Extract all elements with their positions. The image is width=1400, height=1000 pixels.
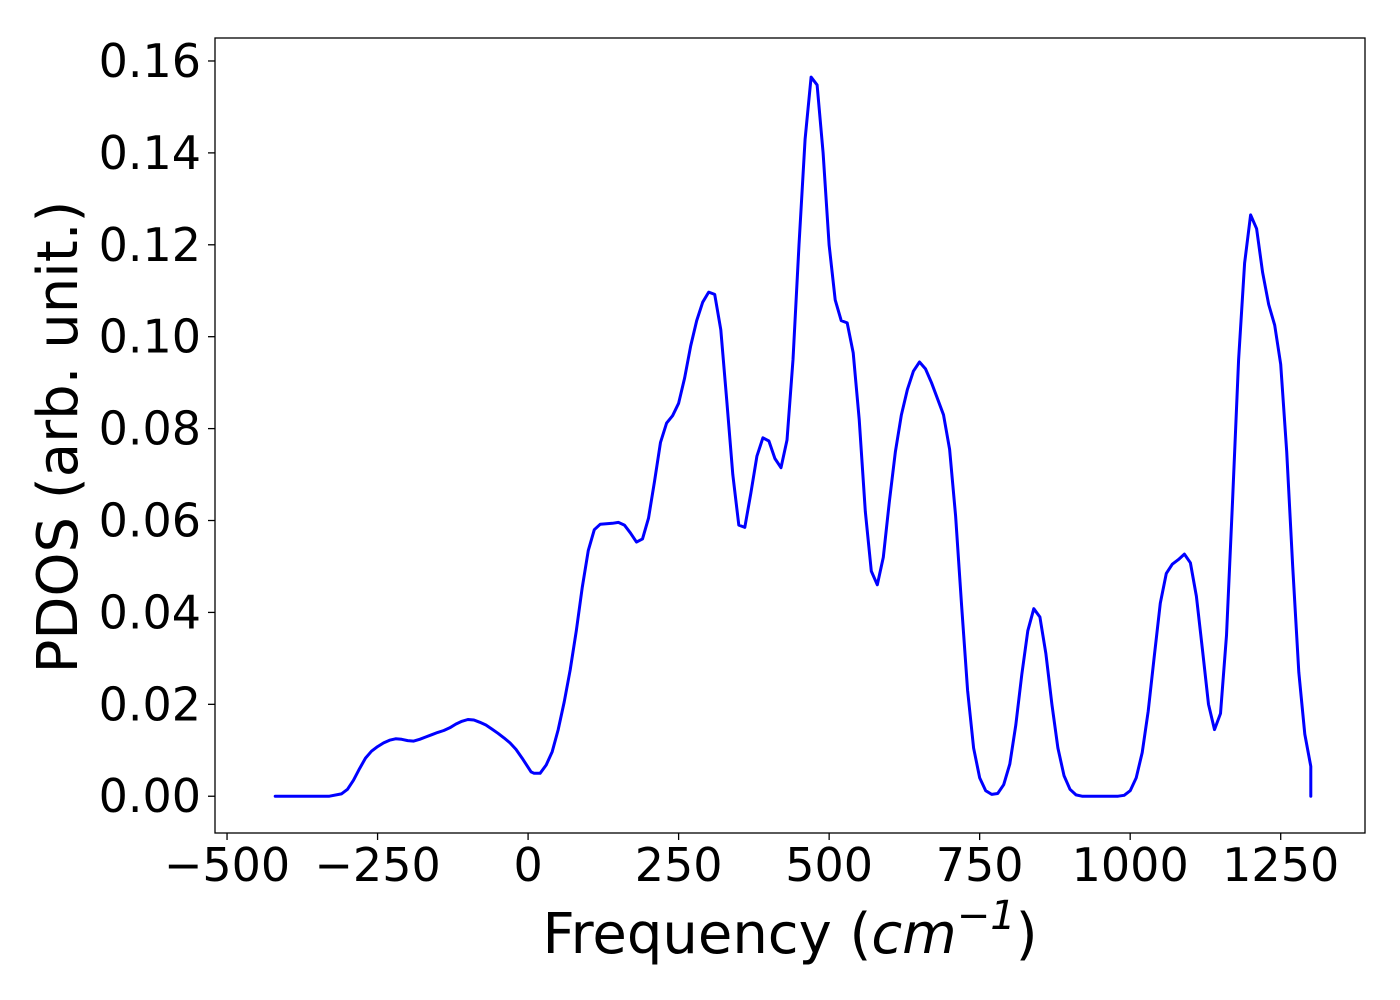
x-axis-ticks: −500 −250 0 250 500 750 1000 1250: [164, 833, 1339, 892]
y-tick-label: 0.10: [99, 310, 201, 364]
x-tick-label: 750: [936, 838, 1024, 892]
pdos-line: [273, 75, 1313, 798]
x-axis-label-suffix: ): [1016, 902, 1038, 967]
plot-area-frame: [214, 37, 1366, 834]
x-tick-label: 250: [635, 838, 723, 892]
x-axis-label-prefix: Frequency (: [542, 902, 871, 967]
y-tick-label: 0.12: [99, 218, 201, 272]
y-tick-label: 0.02: [99, 677, 201, 731]
y-tick-label: 0.00: [99, 769, 201, 823]
x-axis-label: Frequency (cm−1): [542, 893, 1037, 967]
x-tick-label: 1250: [1222, 838, 1339, 892]
x-tick-label: −250: [314, 838, 440, 892]
x-axis-label-exponent: −1: [957, 893, 1016, 939]
y-tick-label: 0.08: [99, 402, 201, 456]
y-tick-label: 0.16: [99, 34, 201, 88]
x-tick-label: −500: [164, 838, 290, 892]
x-tick-label: 0: [513, 838, 542, 892]
y-axis-label: PDOS (arb. unit.): [26, 201, 91, 674]
x-tick-label: 500: [785, 838, 873, 892]
x-tick-label: 1000: [1072, 838, 1189, 892]
y-tick-label: 0.06: [99, 494, 201, 548]
y-axis-ticks: 0.00 0.02 0.04 0.06 0.08 0.10 0.12 0.14 0.16: [99, 34, 215, 823]
x-axis-label-unit: cm: [871, 902, 956, 967]
y-tick-label: 0.04: [99, 585, 201, 639]
y-tick-label: 0.14: [99, 126, 201, 180]
